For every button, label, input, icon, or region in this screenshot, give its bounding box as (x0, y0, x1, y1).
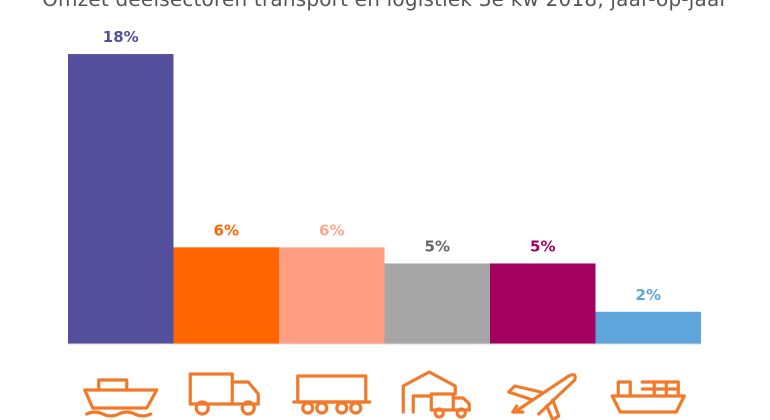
data-label-0: 18% (103, 28, 139, 46)
data-label-3: 5% (425, 237, 450, 255)
warehouse-icon (401, 370, 471, 419)
bar-2 (279, 247, 385, 344)
container-ship-icon (610, 380, 686, 414)
truck-icon (188, 372, 260, 416)
data-label-4: 5% (530, 237, 555, 255)
bar-4 (490, 263, 596, 344)
bar-3 (384, 263, 490, 344)
data-label-2: 6% (319, 221, 344, 239)
bar-0 (68, 54, 174, 345)
train-wagon-icon (292, 374, 372, 415)
data-label-5: 2% (636, 286, 661, 304)
chart-title: Omzet deelsectoren transport en logistie… (0, 0, 770, 11)
bar-1 (173, 247, 279, 344)
airplane-icon (507, 373, 577, 420)
data-label-1: 6% (214, 221, 239, 239)
bar-5 (595, 311, 701, 344)
barge-icon (83, 378, 159, 418)
